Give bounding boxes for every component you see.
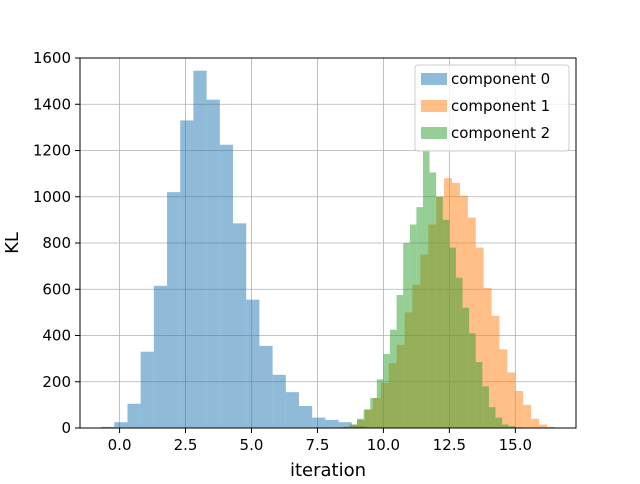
histogram-bar-series-0 <box>206 99 220 428</box>
histogram-bar-series-2 <box>390 329 397 428</box>
histogram-bar-series-2 <box>403 243 410 428</box>
histogram-bar-series-0 <box>298 406 313 428</box>
x-tick-label: 2.5 <box>174 436 198 454</box>
histogram-bar-series-2 <box>370 397 377 428</box>
histogram-bar-series-0 <box>193 70 207 428</box>
histogram-bar-series-1 <box>531 418 540 428</box>
histogram-bar-series-0 <box>285 392 299 428</box>
histogram-bar-series-1 <box>507 372 516 428</box>
x-tick-label: 5.0 <box>240 436 264 454</box>
x-tick-label: 10.0 <box>367 436 400 454</box>
legend-label: component 0 <box>451 70 550 88</box>
histogram-bar-series-2 <box>409 224 417 428</box>
histogram-bar-series-2 <box>436 196 443 428</box>
histogram-bar-series-2 <box>416 207 423 428</box>
legend-label: component 1 <box>451 97 550 115</box>
y-tick-label: 0 <box>61 419 71 437</box>
histogram-bar-series-2 <box>502 424 509 428</box>
histogram-bar-series-2 <box>449 247 456 428</box>
histogram-bar-series-0 <box>140 351 154 428</box>
x-axis-title: iteration <box>290 460 366 480</box>
histogram-bar-series-2 <box>350 424 358 428</box>
histogram-bar-series-1 <box>491 315 500 428</box>
histogram-bar-series-2 <box>475 362 483 428</box>
x-tick-label: 0.0 <box>108 436 132 454</box>
histogram-bar-series-2 <box>363 409 371 428</box>
histogram-bar-series-2 <box>482 386 489 428</box>
histogram-bar-series-2 <box>422 149 430 428</box>
legend-swatch <box>421 73 447 85</box>
histogram-bar-series-0 <box>312 417 326 428</box>
x-tick-label: 12.5 <box>433 436 466 454</box>
histogram-bar-series-0 <box>259 345 273 428</box>
legend-swatch <box>421 100 447 112</box>
histogram-bar-series-0 <box>101 426 115 428</box>
histogram-bar-series-2 <box>343 426 351 428</box>
y-axis-title: KL <box>2 232 23 254</box>
histogram-bar-series-0 <box>272 374 286 428</box>
histogram-bar-series-2 <box>469 333 476 428</box>
y-tick-label: 200 <box>42 373 71 391</box>
y-tick-label: 800 <box>42 234 71 252</box>
legend: component 0 component 1 component 2 <box>414 64 570 152</box>
histogram-bar-series-0 <box>180 120 194 428</box>
histogram-bar-series-2 <box>396 295 404 428</box>
histogram-bar-series-1 <box>475 247 484 428</box>
y-tick-label: 1400 <box>33 95 71 113</box>
ticks-layer: 0.0 2.5 5.0 7.5 10.0 12.5 15.0 0 200 400 600 800 100… <box>33 49 532 454</box>
histogram-bar-series-1 <box>539 424 547 428</box>
histogram-bar-series-0 <box>219 144 234 428</box>
histogram-bar-series-2 <box>495 417 503 428</box>
histogram-bar-series-0 <box>338 422 352 428</box>
histogram-bar-series-2 <box>462 307 470 428</box>
y-tick-label: 600 <box>42 280 71 298</box>
histogram-bar-series-1 <box>546 426 555 428</box>
histogram-bar-series-2 <box>357 418 364 428</box>
histogram-bar-series-0 <box>153 285 168 428</box>
legend-label: component 2 <box>451 124 550 142</box>
y-tick-label: 1600 <box>33 49 71 67</box>
y-tick-label: 400 <box>42 327 71 345</box>
histogram-bar-series-1 <box>515 391 524 428</box>
histogram-bar-series-2 <box>455 277 463 428</box>
histogram-bar-series-2 <box>508 426 516 428</box>
histogram-bar-series-1 <box>499 349 508 428</box>
histogram-bar-series-2 <box>429 172 437 428</box>
y-tick-label: 1000 <box>33 188 71 206</box>
histogram-bar-series-1 <box>483 288 492 428</box>
legend-box <box>414 64 570 152</box>
histogram-bar-series-2 <box>383 354 390 428</box>
histogram-bar-series-2 <box>442 219 450 428</box>
histogram-bar-series-0 <box>233 223 247 428</box>
histogram-bar-series-2 <box>376 379 384 428</box>
histogram-bar-series-1 <box>467 217 476 428</box>
bars-layer <box>101 70 555 428</box>
histogram-bar-series-1 <box>523 404 532 428</box>
histogram-bar-series-2 <box>488 407 496 428</box>
legend-swatch <box>421 127 447 139</box>
histogram-bar-series-0 <box>325 419 339 428</box>
histogram-bar-series-0 <box>127 403 141 428</box>
y-tick-label: 1200 <box>33 142 71 160</box>
histogram-bar-series-0 <box>114 422 128 428</box>
x-tick-label: 7.5 <box>306 436 330 454</box>
histogram-bar-series-0 <box>246 299 260 428</box>
x-tick-label: 15.0 <box>499 436 532 454</box>
histogram-bar-series-0 <box>167 192 181 428</box>
